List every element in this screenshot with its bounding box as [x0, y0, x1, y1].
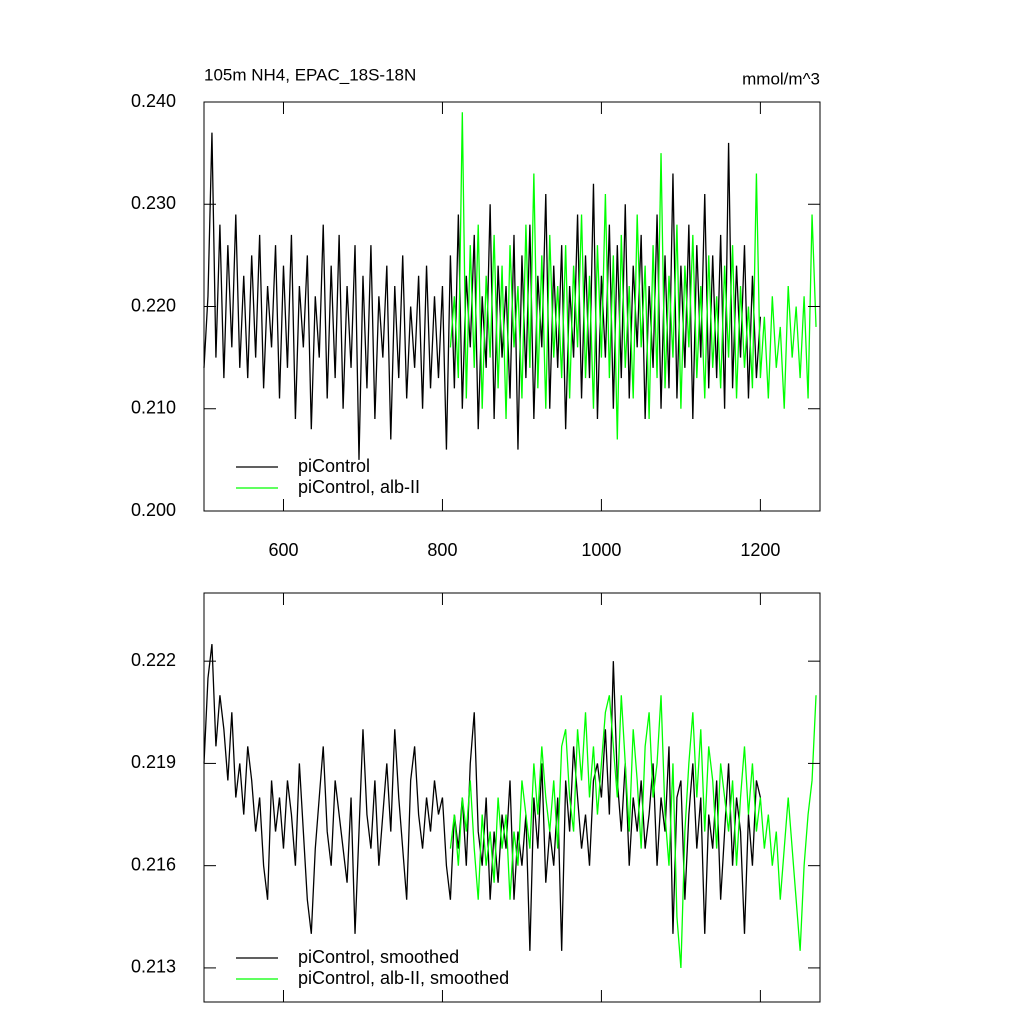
y-tick-label: 0.213 — [131, 957, 176, 977]
chart-title: 105m NH4, EPAC_18S-18N — [204, 65, 416, 84]
legend-label: piControl, smoothed — [298, 947, 459, 967]
y-tick-label: 0.210 — [131, 398, 176, 418]
legend-label: piControl, alb-II, smoothed — [298, 968, 509, 988]
units-label: mmol/m^3 — [742, 69, 820, 88]
legend-label: piControl, alb-II — [298, 477, 420, 497]
y-tick-label: 0.222 — [131, 650, 176, 670]
y-tick-label: 0.240 — [131, 91, 176, 111]
x-tick-label: 1000 — [581, 540, 621, 560]
y-tick-label: 0.200 — [131, 500, 176, 520]
data-line — [203, 132, 762, 460]
line-chart: 0.213 0.216 0.219 0.222 piControl, smoothedp… — [131, 592, 821, 1003]
data-line — [203, 644, 762, 951]
data-line — [449, 112, 817, 440]
line-chart: 0.200 0.210 0.220 0.230 0.240 600 800 1000 1200 1… — [131, 65, 821, 560]
x-tick-label: 800 — [427, 540, 457, 560]
data-line — [449, 695, 817, 968]
legend-label: piControl — [298, 456, 370, 476]
x-tick-label: 600 — [268, 540, 298, 560]
plot-frame — [203, 592, 821, 1003]
y-tick-label: 0.220 — [131, 295, 176, 315]
y-tick-label: 0.230 — [131, 193, 176, 213]
y-tick-label: 0.219 — [131, 752, 176, 772]
y-tick-label: 0.216 — [131, 854, 176, 874]
x-tick-label: 1200 — [740, 540, 780, 560]
